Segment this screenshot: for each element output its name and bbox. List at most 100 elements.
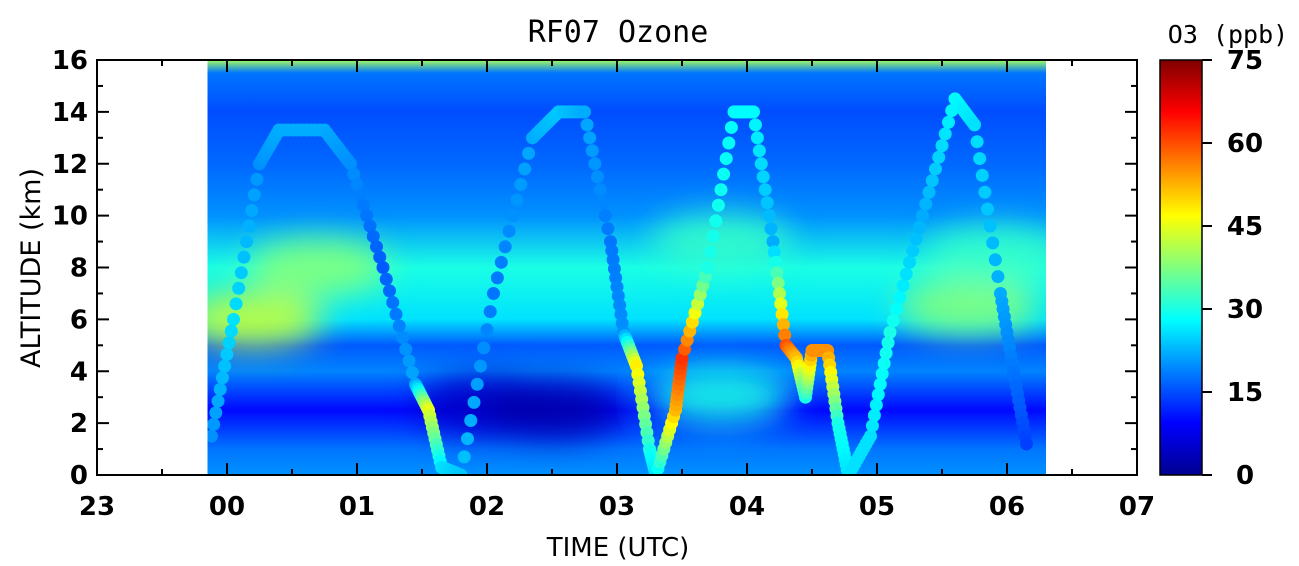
x-tick-label: 05 bbox=[859, 492, 895, 522]
heatmap-clip bbox=[207, 60, 1046, 475]
y-tick-label: 16 bbox=[52, 46, 88, 76]
track-point bbox=[353, 188, 367, 202]
track-point bbox=[747, 105, 760, 119]
track-point bbox=[978, 185, 992, 199]
track-point bbox=[909, 232, 923, 246]
track-point bbox=[347, 167, 361, 181]
track-point bbox=[578, 105, 591, 119]
track-point bbox=[379, 272, 393, 286]
track-point bbox=[457, 450, 471, 464]
track-point bbox=[912, 220, 926, 234]
ozone-anomaly bbox=[651, 213, 791, 270]
track-point bbox=[776, 318, 790, 332]
track-point bbox=[227, 312, 240, 326]
track-point bbox=[717, 167, 731, 181]
y-axis-label: ALTITUDE (km) bbox=[16, 168, 47, 368]
track-point bbox=[975, 168, 989, 182]
track-point bbox=[711, 198, 725, 212]
track-point bbox=[758, 183, 772, 197]
track-point bbox=[593, 183, 607, 197]
track-point bbox=[981, 202, 994, 216]
track-point bbox=[942, 115, 955, 129]
track-point bbox=[970, 135, 984, 149]
track-point bbox=[932, 150, 946, 164]
track-point bbox=[890, 302, 903, 316]
track-point bbox=[724, 120, 738, 134]
track-point bbox=[875, 367, 889, 381]
track-point bbox=[865, 419, 879, 433]
colorbar-tick-label: 75 bbox=[1227, 46, 1263, 76]
track-point bbox=[773, 286, 786, 300]
track-point bbox=[502, 224, 516, 238]
track-point bbox=[925, 174, 939, 188]
track-point bbox=[766, 235, 780, 249]
track-point bbox=[470, 377, 484, 391]
track-point bbox=[207, 429, 218, 443]
colorbar-tick-label: 15 bbox=[1227, 378, 1263, 408]
x-tick-label: 23 bbox=[79, 492, 115, 522]
track-point bbox=[591, 170, 604, 184]
track-point bbox=[396, 331, 409, 345]
track-point bbox=[906, 244, 920, 258]
track-point bbox=[869, 398, 883, 412]
track-point bbox=[373, 250, 387, 264]
flight-track bbox=[207, 92, 1033, 475]
track-point bbox=[250, 172, 264, 186]
track-point bbox=[767, 245, 781, 259]
y-tick-label: 10 bbox=[52, 202, 88, 232]
track-point bbox=[218, 359, 232, 373]
track-point bbox=[771, 276, 785, 290]
track-point bbox=[588, 157, 602, 171]
track-point bbox=[879, 346, 893, 360]
colorbar bbox=[1159, 59, 1203, 476]
x-tick-label: 01 bbox=[339, 492, 375, 522]
track-point bbox=[350, 178, 364, 191]
track-point bbox=[991, 270, 1005, 284]
track-point bbox=[986, 236, 1000, 250]
track-point bbox=[405, 366, 419, 380]
track-point bbox=[929, 162, 942, 176]
y-tick-label: 6 bbox=[70, 305, 88, 335]
track-point bbox=[883, 325, 897, 339]
track-point bbox=[968, 118, 981, 132]
track-point bbox=[247, 188, 261, 202]
track-point bbox=[357, 198, 370, 212]
track-point bbox=[714, 183, 728, 197]
y-tick-label: 2 bbox=[70, 409, 88, 439]
track-point bbox=[760, 196, 774, 210]
track-point bbox=[896, 279, 910, 293]
track-point bbox=[704, 245, 718, 259]
track-point bbox=[211, 394, 225, 408]
track-point bbox=[598, 209, 612, 223]
track-point bbox=[1020, 437, 1033, 451]
track-point bbox=[709, 214, 723, 228]
track-point bbox=[748, 118, 762, 132]
track-point bbox=[209, 406, 223, 420]
track-point bbox=[774, 297, 788, 311]
x-tick-label: 04 bbox=[729, 492, 765, 522]
ozone-anomaly bbox=[482, 382, 622, 439]
track-point bbox=[864, 429, 877, 443]
y-tick-label: 12 bbox=[52, 150, 88, 180]
track-point bbox=[215, 371, 229, 385]
track-point bbox=[392, 319, 406, 333]
track-point bbox=[596, 196, 610, 210]
track-point bbox=[706, 229, 720, 243]
track-point bbox=[467, 395, 481, 409]
track-point bbox=[903, 255, 916, 269]
track-point bbox=[881, 336, 895, 350]
chart-title: RF07 Ozone bbox=[528, 15, 709, 50]
track-point bbox=[399, 342, 413, 356]
track-point bbox=[222, 336, 236, 350]
track-point bbox=[386, 296, 400, 310]
colorbar-tick-label: 30 bbox=[1227, 295, 1263, 325]
track-point bbox=[370, 240, 383, 254]
track-point bbox=[988, 253, 1002, 267]
track-point bbox=[877, 356, 891, 370]
track-point bbox=[220, 347, 234, 361]
x-tick-label: 02 bbox=[469, 492, 505, 522]
track-point bbox=[762, 209, 776, 223]
track-point bbox=[871, 388, 885, 402]
